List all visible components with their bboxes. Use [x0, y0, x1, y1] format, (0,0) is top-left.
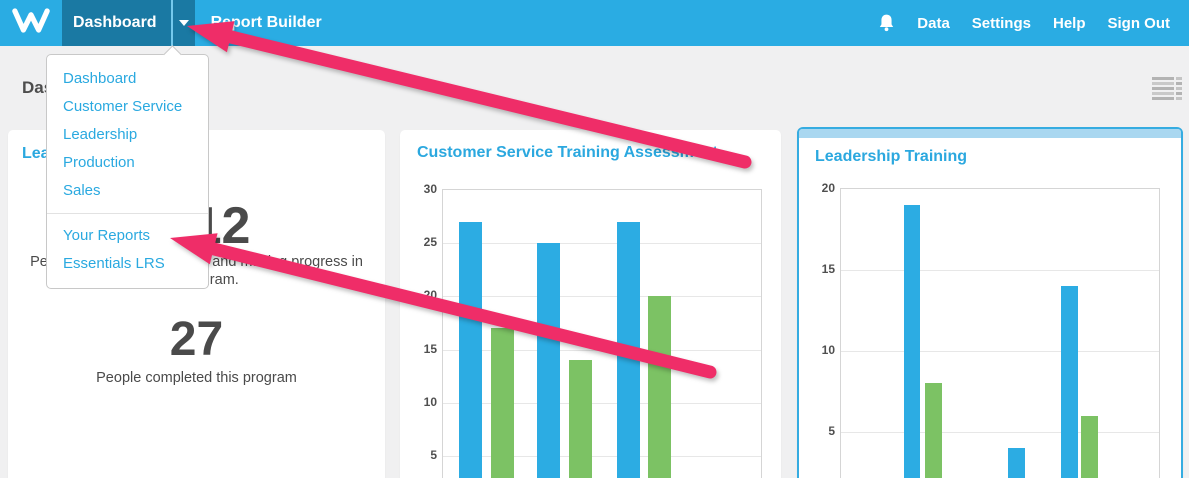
y-axis-tick: 20 [423, 288, 437, 303]
y-axis-tick: 25 [423, 235, 437, 250]
people-completed-count: 27 [169, 313, 224, 366]
dropdown-dashboards-group: Dashboard Customer Service Leadership Produ… [47, 65, 208, 205]
bar-green [1081, 415, 1098, 478]
y-axis-tick: 5 [828, 424, 835, 438]
bar-blue [537, 243, 560, 478]
nav-divider [170, 0, 173, 46]
leadership-chart-plot: 20 15 10 5 [822, 181, 1160, 478]
y-axis-tick: 5 [430, 447, 437, 462]
selected-card-highlight-strip [799, 129, 1181, 138]
dropdown-item-sales[interactable]: Sales [63, 182, 101, 199]
list-icon-row [1152, 92, 1183, 95]
top-nav-bar: Dashboard Report Builder Data Settings Hel… [0, 0, 1189, 46]
leadership-training-report-card[interactable]: Leadership Training 20 15 10 5 [797, 127, 1183, 478]
nav-item-report-builder[interactable]: Report Builder [210, 14, 322, 31]
bar-blue [1008, 448, 1025, 478]
bar-green [491, 328, 514, 478]
bar-green [925, 383, 942, 478]
topbar-right-group: Data Settings Help Sign Out [879, 0, 1189, 46]
dropdown-item-production[interactable]: Production [63, 154, 135, 171]
dropdown-item-leadership[interactable]: Leadership [63, 126, 138, 143]
gridline [443, 296, 761, 298]
bar-green [648, 296, 671, 478]
dropdown-reports-group: Your Reports Essentials LRS [47, 222, 208, 278]
people-completed-label: People completed this program [96, 370, 297, 386]
gridline [443, 243, 761, 245]
dropdown-notch [163, 45, 182, 64]
y-axis-tick: 15 [821, 262, 835, 276]
dashboard-dropdown-menu: Dashboard Customer Service Leadership Produ… [46, 45, 209, 289]
nav-item-sign-out[interactable]: Sign Out [1107, 14, 1171, 32]
topbar-links: Data Settings Help Sign Out [906, 15, 1181, 32]
list-icon-row [1152, 87, 1183, 90]
gridline [841, 270, 1159, 271]
dropdown-item-essentials-lrs[interactable]: Essentials LRS [63, 255, 165, 272]
y-axis-tick: 30 [423, 182, 437, 196]
bar-blue [617, 221, 640, 478]
dropdown-item-your-reports[interactable]: Your Reports [63, 227, 150, 244]
dropdown-item-customer-service[interactable]: Customer Service [63, 98, 183, 115]
leadership-chart-title: Leadership Training [815, 148, 968, 165]
logo-w-icon [12, 7, 50, 39]
nav-dashboard-label: Dashboard [73, 14, 157, 31]
bar-blue [1061, 286, 1078, 478]
bar-green [569, 360, 592, 478]
dropdown-separator [47, 213, 208, 214]
bar-blue [904, 205, 920, 478]
dropdown-item-dashboard[interactable]: Dashboard [63, 70, 137, 87]
y-axis-tick: 15 [423, 341, 437, 356]
list-icon-row [1152, 97, 1183, 100]
y-axis-tick: 20 [821, 181, 835, 195]
customer-service-chart-plot: 30 25 20 15 10 5 [424, 182, 762, 478]
bar-blue [459, 221, 482, 478]
nav-item-data[interactable]: Data [917, 14, 950, 32]
list-view-icon[interactable] [1152, 77, 1183, 102]
gridline [443, 402, 761, 404]
list-icon-row [1152, 77, 1183, 80]
nav-item-help[interactable]: Help [1052, 14, 1086, 32]
nav-item-settings[interactable]: Settings [971, 14, 1031, 32]
chevron-down-icon [178, 20, 189, 26]
customer-service-chart-title: Customer Service Training Assessment [417, 144, 718, 161]
notifications-bell-icon[interactable] [879, 14, 894, 32]
y-axis-tick: 10 [821, 343, 835, 357]
watershed-logo[interactable] [0, 0, 62, 46]
customer-service-report-card[interactable]: Customer Service Training Assessment 30 2… [400, 130, 781, 478]
y-axis-tick: 10 [423, 394, 437, 409]
gridline [841, 351, 1159, 352]
dashboard-dropdown-toggle[interactable] [172, 0, 195, 46]
gridline [841, 432, 1159, 433]
gridline [443, 455, 761, 457]
nav-item-dashboard[interactable]: Dashboard [62, 0, 171, 46]
list-icon-row [1152, 82, 1183, 85]
